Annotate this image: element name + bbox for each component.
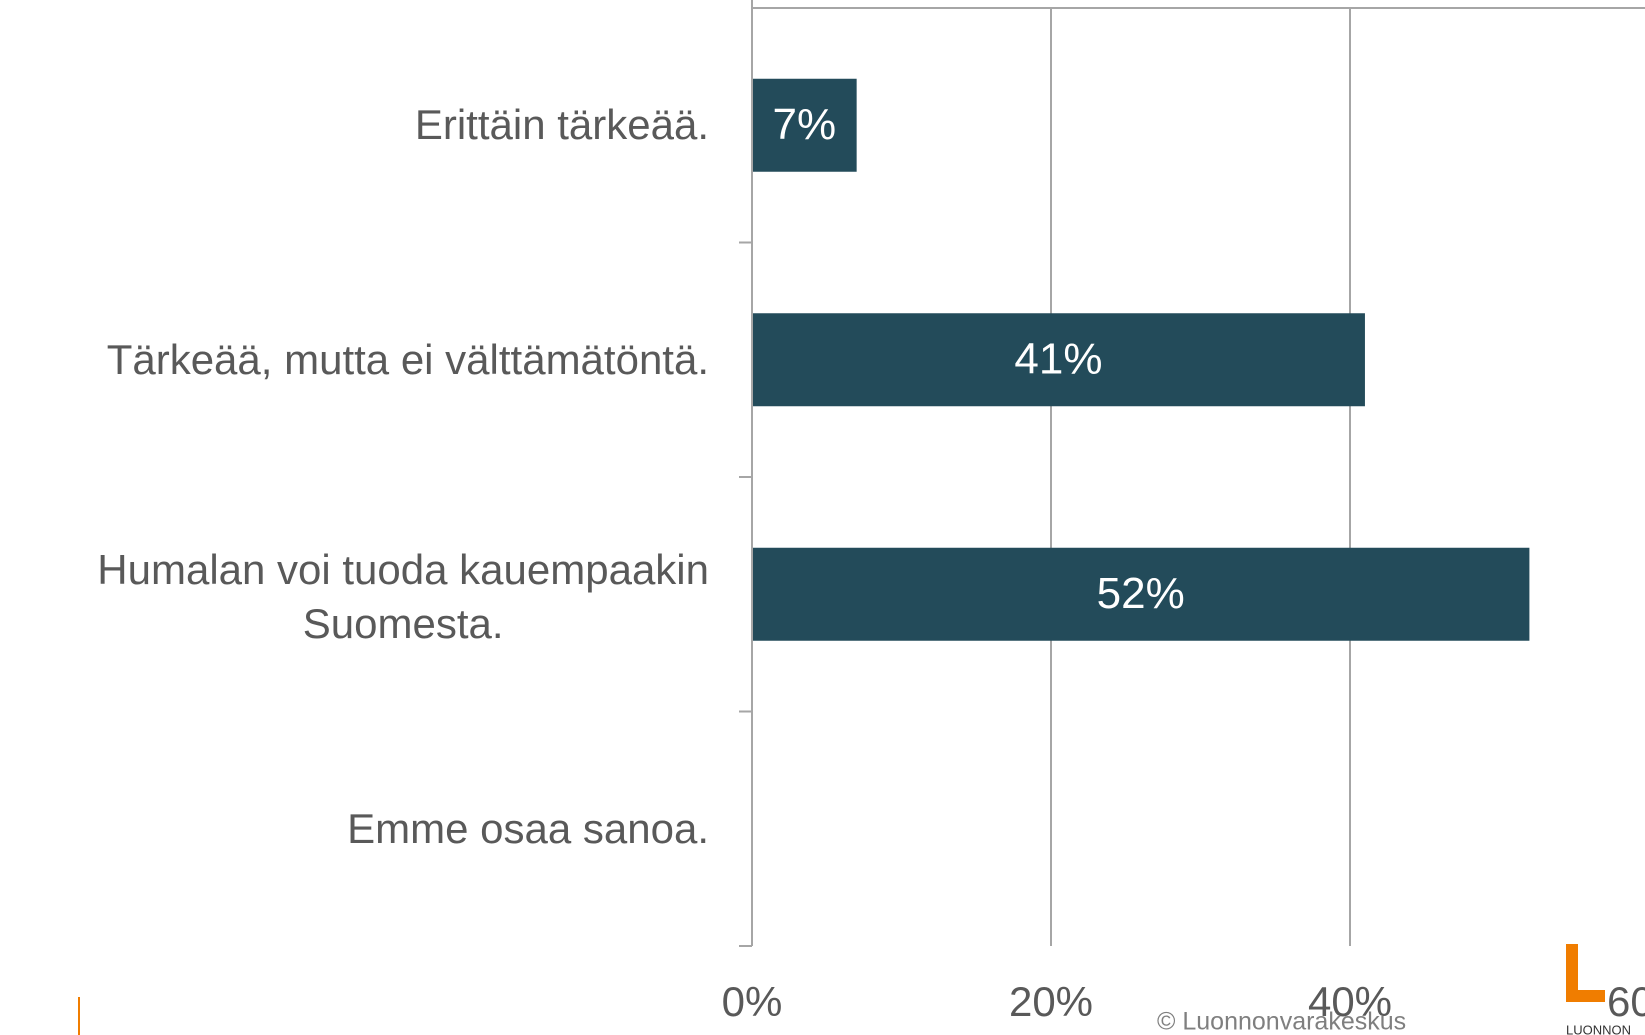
value-label: 41% xyxy=(1014,334,1102,383)
category-label: Humalan voi tuoda kauempaakin Suomesta. xyxy=(97,546,709,648)
x-tick-label: 20% xyxy=(1009,978,1093,1025)
copyright: © Luonnonvarakeskus xyxy=(1157,1008,1406,1035)
value-label: 52% xyxy=(1097,569,1185,618)
x-tick-label: 60% xyxy=(1607,978,1645,1025)
x-tick-label: 40% xyxy=(1308,978,1392,1025)
logo-text: LUONNON xyxy=(1566,1022,1631,1035)
value-label: 7% xyxy=(773,100,837,149)
bar xyxy=(752,313,1365,407)
logo xyxy=(1566,944,1605,1002)
x-tick-label: 0% xyxy=(722,978,783,1025)
bar xyxy=(752,547,1530,641)
category-label: Tärkeää, mutta ei välttämätöntä. xyxy=(106,335,709,383)
bar xyxy=(752,78,857,172)
category-label: Emme osaa sanoa. xyxy=(347,804,709,852)
category-label: Erittäin tärkeää. xyxy=(414,101,709,149)
